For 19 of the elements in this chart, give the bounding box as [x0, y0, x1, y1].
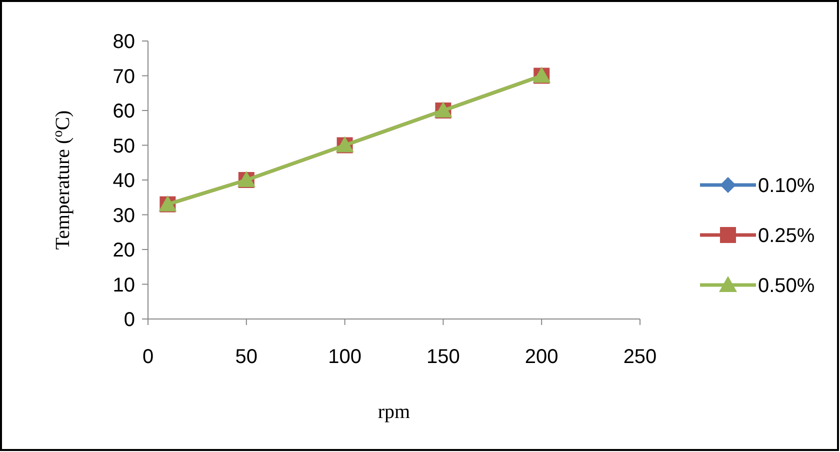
y-tick-label: 20	[112, 240, 135, 262]
x-tick-label: 200	[524, 346, 558, 368]
x-tick-label: 50	[235, 346, 258, 368]
y-tick-label: 50	[112, 135, 135, 158]
x-tick-label: 100	[328, 346, 362, 368]
y-tick-label: 70	[112, 66, 135, 88]
x-tick-label: 250	[623, 346, 657, 368]
y-tick-label: 0	[124, 309, 135, 331]
legend-label: 0.10%	[758, 175, 815, 197]
y-tick-label: 40	[112, 170, 135, 192]
x-tick-label: 0	[142, 346, 154, 368]
legend-label: 0.25%	[758, 225, 815, 247]
x-axis-title: rpm	[378, 401, 411, 423]
x-tick-label: 150	[426, 346, 460, 368]
y-tick-label: 10	[112, 274, 135, 296]
y-tick-label: 80	[112, 31, 135, 53]
legend-label: 0.50%	[758, 275, 815, 297]
y-tick-label: 30	[112, 204, 135, 227]
y-tick-label: 60	[112, 100, 135, 122]
